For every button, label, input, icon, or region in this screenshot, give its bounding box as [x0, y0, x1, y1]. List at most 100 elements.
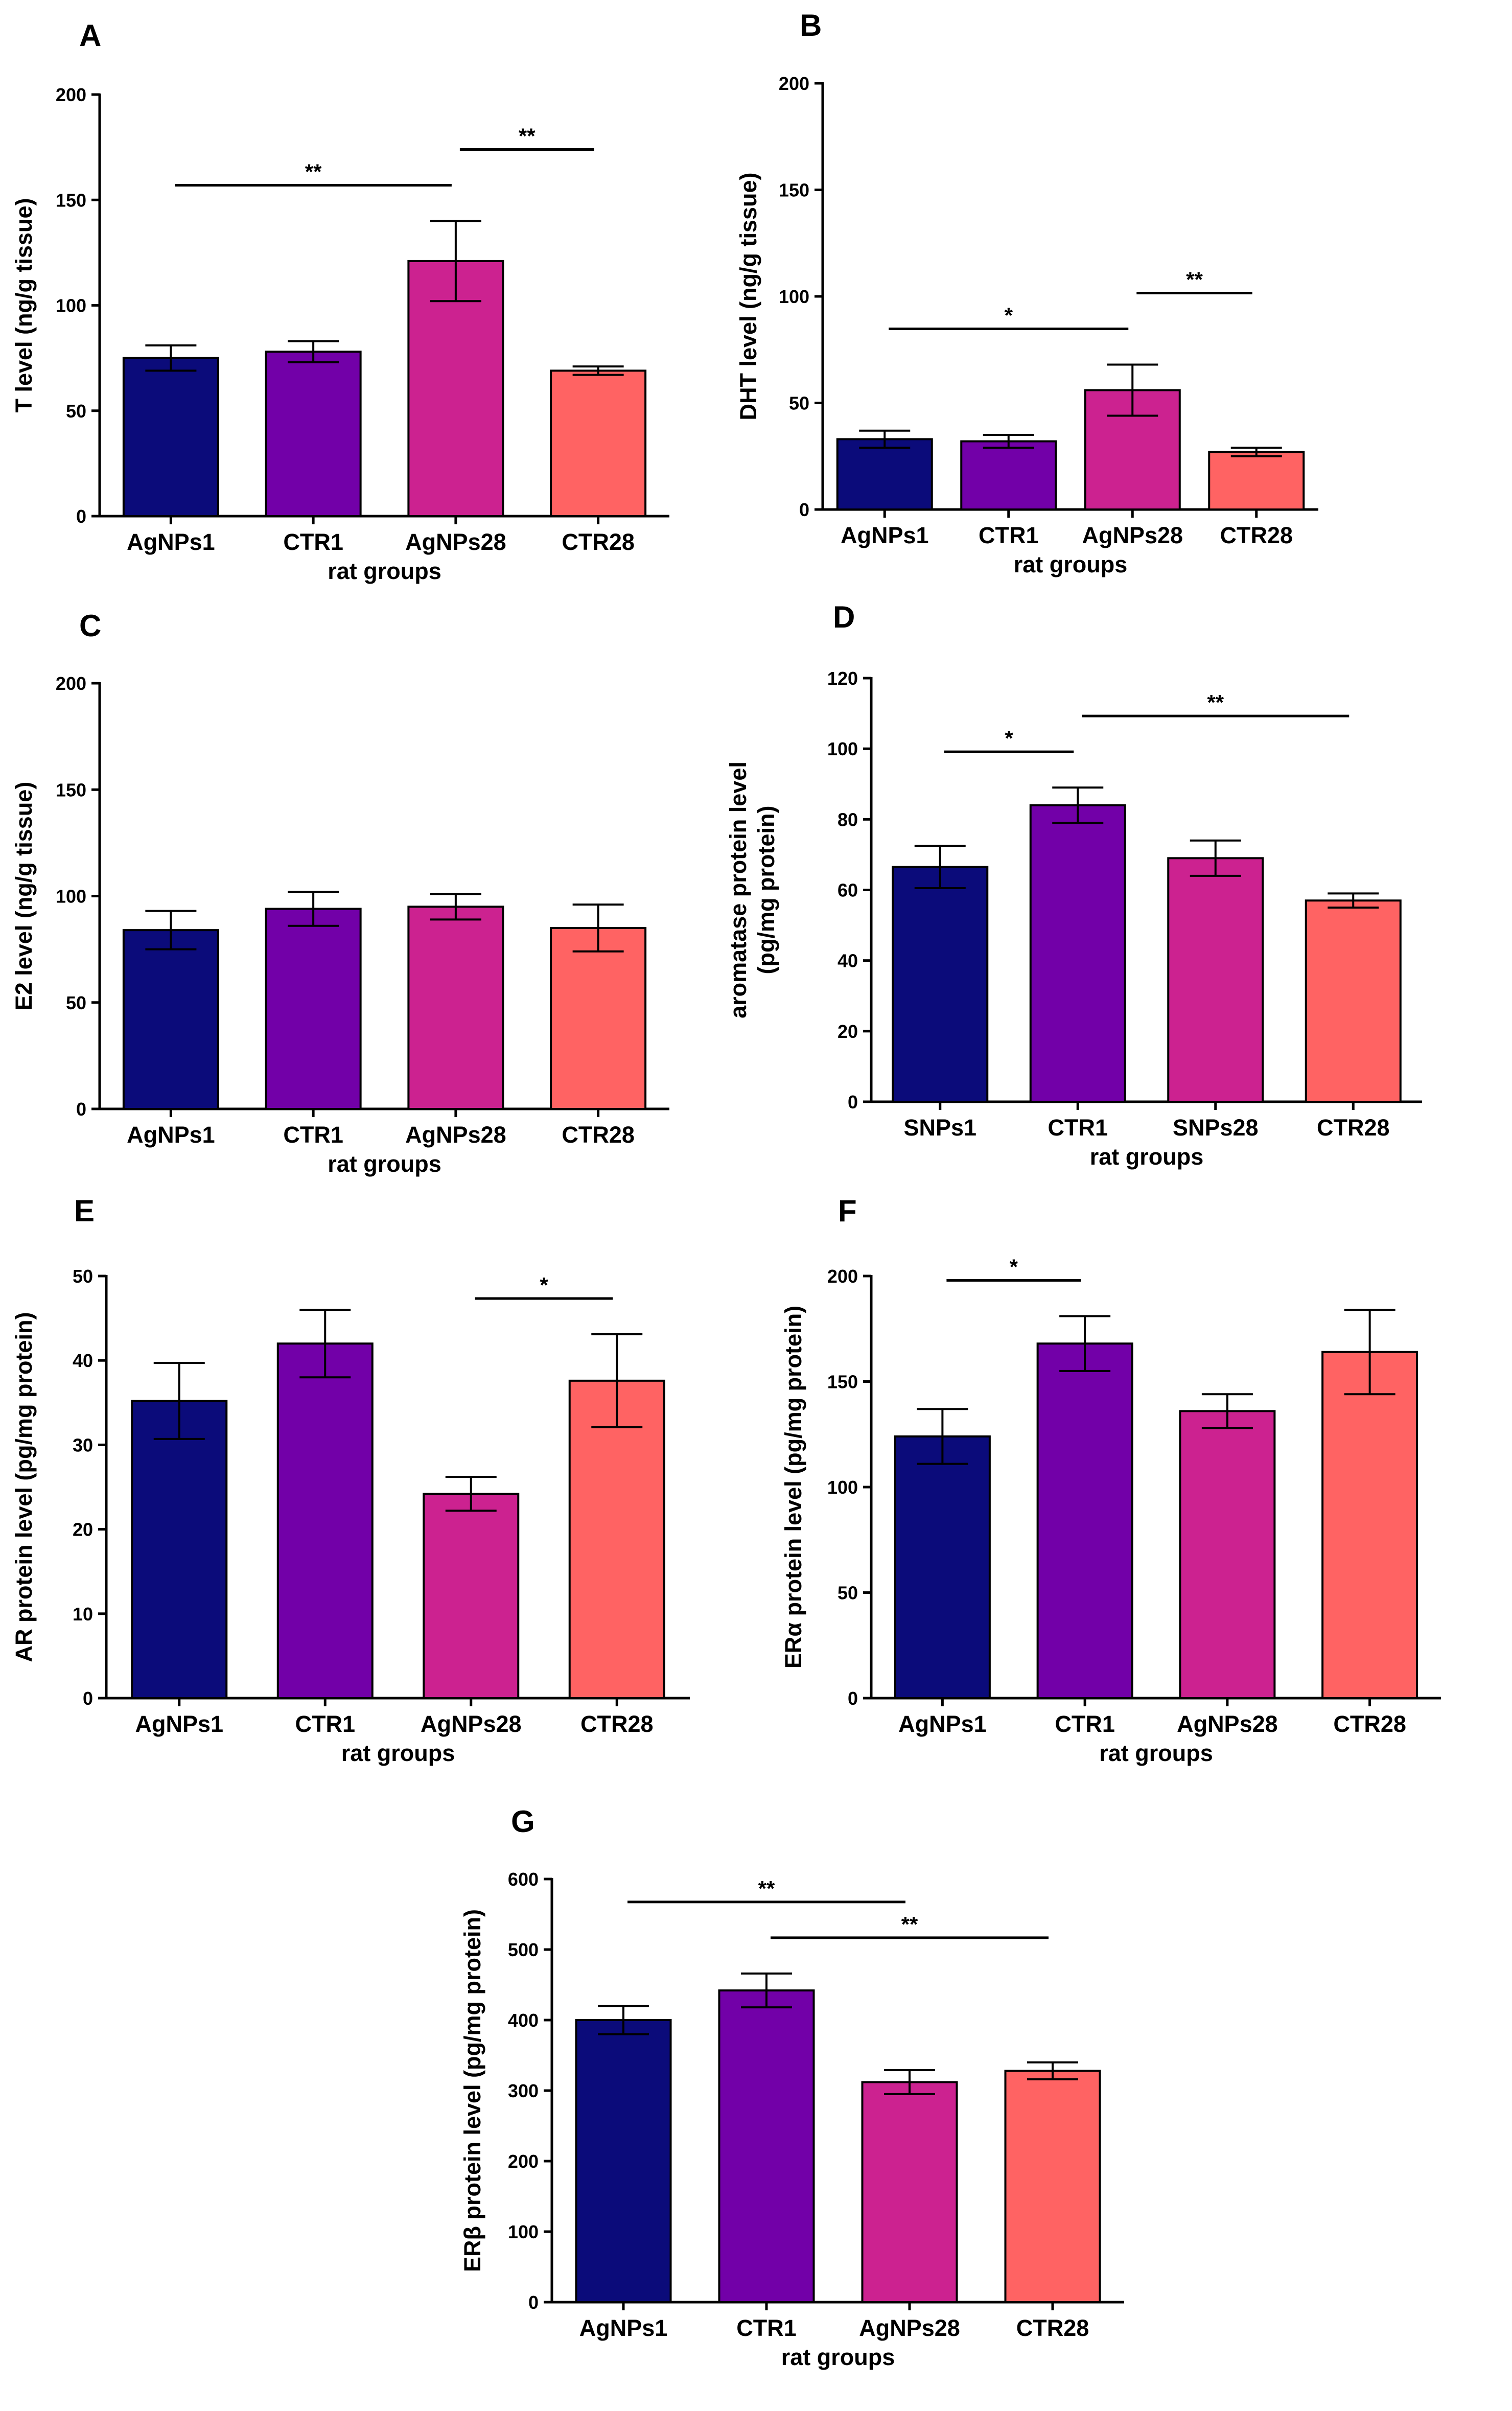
- y-tick-label: 80: [838, 809, 858, 830]
- y-tick-label: 60: [838, 880, 858, 901]
- chart-panel-e: E 0 10 20 30 40 50 AgNPs1 CTR1 AgNPs28 CTR28 rat gr…: [11, 1194, 690, 1766]
- x-tick-label: AgNPs28: [1177, 1711, 1278, 1737]
- bar-ctr1: [718, 1989, 815, 2304]
- x-tick-label: CTR28: [580, 1711, 654, 1737]
- bar-agnps1: [122, 929, 219, 1110]
- y-tick-label: 150: [56, 190, 86, 211]
- bar-agnps28: [1179, 1410, 1276, 1700]
- y-tick-label: 0: [848, 1092, 858, 1112]
- x-tick-label: AgNPs1: [127, 529, 215, 555]
- panel-letter: B: [800, 8, 822, 42]
- bar-ctr28: [550, 926, 647, 1110]
- panel-letter: A: [79, 18, 101, 53]
- y-tick-label: 100: [827, 738, 858, 759]
- x-tick-label: CTR28: [562, 1122, 635, 1148]
- x-tick-label: CTR28: [1220, 522, 1293, 548]
- x-tick-label: CTR1: [736, 2315, 797, 2341]
- bar-agnps28: [861, 2081, 958, 2303]
- x-axis-title: rat groups: [328, 558, 441, 584]
- bar-ctr1: [276, 1342, 374, 1699]
- y-axis-title-line: aromatase protein level: [725, 761, 751, 1018]
- y-tick-label: 40: [73, 1350, 93, 1371]
- y-tick-label: 150: [827, 1372, 858, 1393]
- x-tick-label: CTR1: [1055, 1711, 1115, 1737]
- significance-label: *: [1010, 1255, 1018, 1279]
- bar-agnps1: [131, 1400, 228, 1700]
- x-tick-label: CTR28: [1016, 2315, 1089, 2341]
- x-tick-label: CTR1: [295, 1711, 355, 1737]
- chart-panel-g: G 0 100 200 300 400 500 600 AgNPs1 CTR1 AgNPs28 CTR…: [459, 1804, 1124, 2370]
- y-tick-label: 200: [508, 2151, 539, 2172]
- bar-ctr1: [960, 440, 1057, 511]
- significance-label: **: [901, 1912, 918, 1936]
- significance-label: **: [758, 1876, 775, 1900]
- x-tick-label: AgNPs1: [135, 1711, 223, 1737]
- chart-panel-f: F 0 50 100 150 200 AgNPs1 CTR1 AgNPs28 CTR28 rat g…: [780, 1194, 1441, 1766]
- x-tick-label: AgNPs28: [405, 529, 506, 555]
- panel-letter: G: [511, 1804, 535, 1839]
- y-tick-label: 150: [779, 180, 809, 201]
- x-tick-label: AgNPs28: [859, 2315, 960, 2341]
- y-tick-label: 50: [73, 1266, 93, 1287]
- x-axis-title: rat groups: [1090, 1144, 1204, 1170]
- x-axis-title: rat groups: [328, 1151, 441, 1177]
- x-tick-label: AgNPs28: [1082, 522, 1183, 548]
- chart-panel-b: B 0 50 100 150 200 AgNPs1 CTR1 AgNPs28 CTR28 rat g…: [735, 8, 1318, 577]
- y-tick-label: 50: [838, 1583, 858, 1604]
- bar-ctr1: [1036, 1342, 1133, 1699]
- bar-ctr28: [1321, 1351, 1418, 1699]
- bar-agnps1: [836, 438, 933, 511]
- panel-letter: C: [79, 609, 101, 643]
- bar-ctr1: [265, 351, 362, 517]
- y-tick-label: 20: [73, 1519, 93, 1540]
- significance-label: **: [305, 160, 322, 184]
- y-tick-label: 0: [848, 1688, 858, 1709]
- y-tick-label: 100: [56, 295, 86, 316]
- panel-letter: E: [74, 1194, 95, 1228]
- bar-snps28: [1167, 857, 1264, 1103]
- significance-label: **: [519, 124, 536, 148]
- y-tick-label: 100: [56, 886, 86, 907]
- significance-label: *: [1005, 726, 1013, 750]
- x-axis-title: rat groups: [341, 1740, 455, 1766]
- y-tick-label: 50: [789, 393, 809, 414]
- y-tick-label: 100: [508, 2221, 539, 2242]
- significance-label: **: [1207, 690, 1224, 714]
- x-tick-label: CTR28: [1317, 1115, 1390, 1141]
- x-tick-label: CTR28: [562, 529, 635, 555]
- bar-agnps1: [122, 357, 219, 517]
- significance-label: *: [540, 1273, 548, 1297]
- y-tick-label: 100: [779, 286, 809, 307]
- bar-agnps28: [407, 906, 504, 1110]
- y-axis-title: DHT level (ng/g tissue): [735, 172, 761, 420]
- chart-panel-d: D 0 20 40 60 80 100 120 SNPs1 CTR1 SNPs28 CTR28 rat …: [725, 600, 1422, 1170]
- x-tick-label: SNPs28: [1173, 1115, 1259, 1141]
- y-tick-label: 50: [66, 401, 86, 422]
- y-tick-label: 200: [56, 84, 86, 105]
- y-tick-label: 500: [508, 1939, 539, 1960]
- x-axis-title: rat groups: [1014, 551, 1128, 577]
- x-axis-title: rat groups: [1099, 1740, 1213, 1766]
- x-tick-label: CTR1: [283, 1122, 343, 1148]
- y-tick-label: 300: [508, 2080, 539, 2101]
- y-tick-label: 50: [66, 992, 86, 1013]
- bar-ctr1: [265, 908, 362, 1110]
- x-tick-label: CTR1: [979, 522, 1039, 548]
- panel-letter: D: [833, 600, 855, 634]
- y-tick-label: 0: [83, 1688, 93, 1709]
- x-tick-label: AgNPs1: [898, 1711, 987, 1737]
- y-axis-title: ERβ protein level (pg/mg protein): [459, 1909, 485, 2272]
- bar-agnps1: [575, 2019, 672, 2303]
- bar-ctr28: [1305, 899, 1402, 1103]
- y-tick-label: 100: [827, 1477, 858, 1498]
- y-tick-label: 200: [779, 73, 809, 94]
- y-tick-label: 200: [827, 1266, 858, 1287]
- y-axis-title: E2 level (ng/g tissue): [11, 782, 37, 1011]
- y-tick-label: 120: [827, 668, 858, 689]
- y-tick-label: 200: [56, 673, 86, 694]
- y-tick-label: 30: [73, 1434, 93, 1455]
- bar-ctr1: [1029, 804, 1126, 1103]
- significance-label: **: [1186, 267, 1203, 291]
- chart-panel-c: C 0 50 100 150 200 AgNPs1 CTR1 AgNPs28 CTR28 rat g…: [11, 609, 669, 1177]
